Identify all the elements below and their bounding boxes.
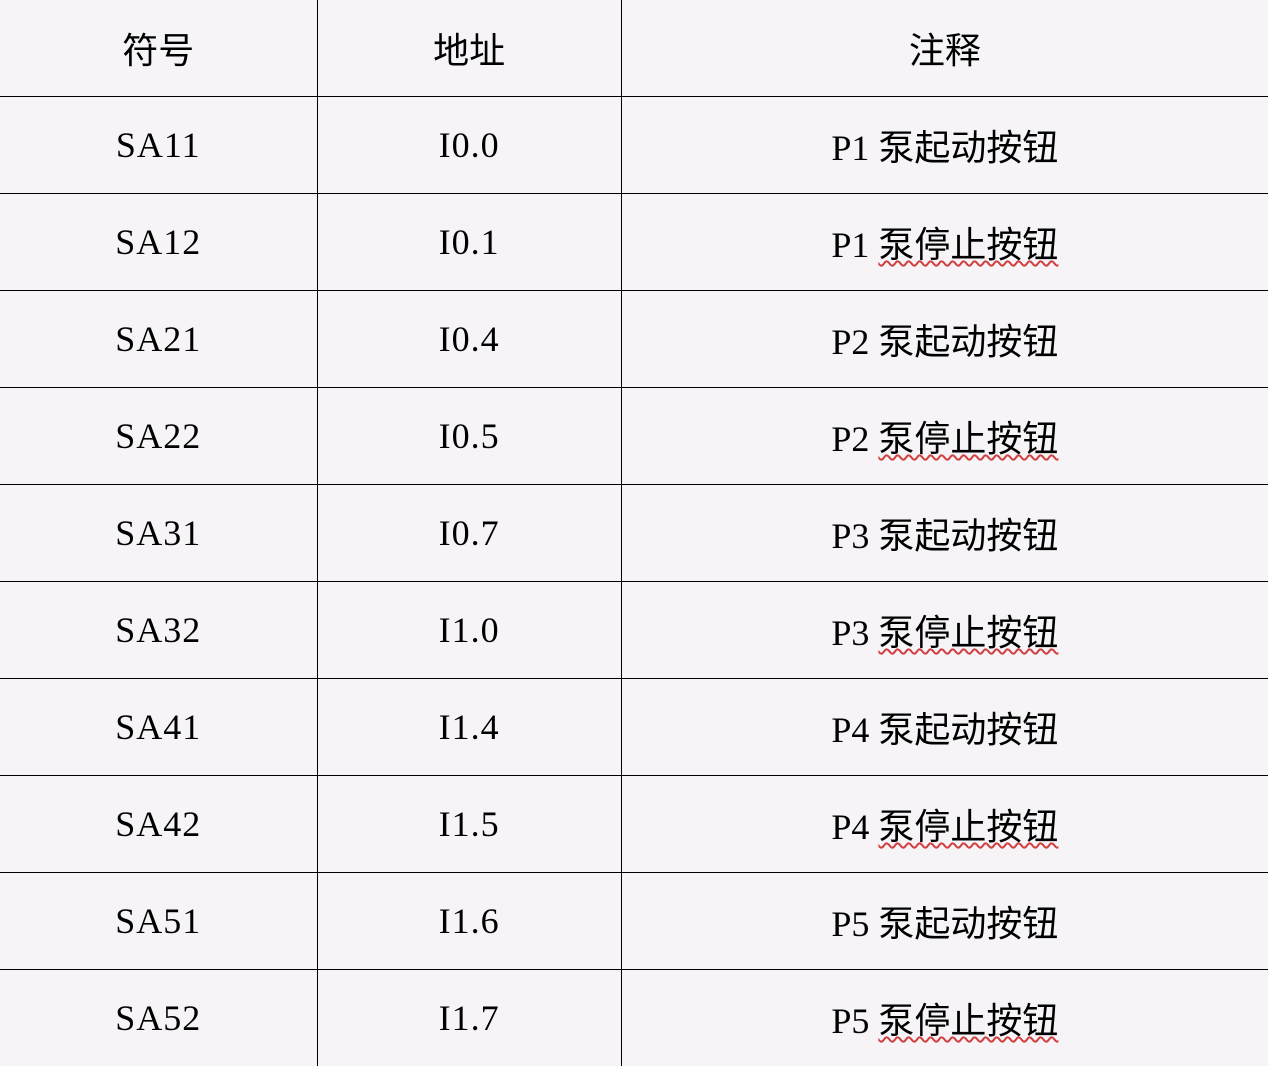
cell-address: I1.6	[317, 873, 621, 970]
cell-comment: P1 泵停止按钮	[621, 194, 1268, 291]
cell-address: I0.1	[317, 194, 621, 291]
cell-symbol: SA41	[0, 679, 317, 776]
cell-comment: P2 泵停止按钮	[621, 388, 1268, 485]
comment-prefix: P3	[831, 613, 878, 653]
table-row: SA51I1.6P5 泵起动按钮	[0, 873, 1268, 970]
cell-comment: P5 泵起动按钮	[621, 873, 1268, 970]
cell-address: I1.4	[317, 679, 621, 776]
cell-symbol: SA31	[0, 485, 317, 582]
comment-prefix: P4	[831, 710, 878, 750]
cell-comment: P4 泵起动按钮	[621, 679, 1268, 776]
table-row: SA31I0.7P3 泵起动按钮	[0, 485, 1268, 582]
cell-symbol: SA11	[0, 97, 317, 194]
cell-symbol: SA51	[0, 873, 317, 970]
cell-symbol: SA42	[0, 776, 317, 873]
cell-comment: P3 泵起动按钮	[621, 485, 1268, 582]
cell-symbol: SA12	[0, 194, 317, 291]
table-row: SA21I0.4P2 泵起动按钮	[0, 291, 1268, 388]
comment-prefix: P5	[831, 904, 878, 944]
comment-prefix: P5	[831, 1001, 878, 1041]
header-symbol: 符号	[0, 0, 317, 97]
cell-address: I0.7	[317, 485, 621, 582]
table-row: SA41I1.4P4 泵起动按钮	[0, 679, 1268, 776]
table-row: SA22I0.5P2 泵停止按钮	[0, 388, 1268, 485]
cell-symbol: SA22	[0, 388, 317, 485]
comment-prefix: P1	[831, 225, 878, 265]
comment-prefix: P2	[831, 322, 878, 362]
cell-symbol: SA52	[0, 970, 317, 1066]
comment-main: 泵停止按钮	[878, 419, 1058, 459]
cell-comment: P2 泵起动按钮	[621, 291, 1268, 388]
io-assignment-table: 符号 地址 注释 SA11I0.0P1 泵起动按钮SA12I0.1P1 泵停止按…	[0, 0, 1268, 1066]
table-body: SA11I0.0P1 泵起动按钮SA12I0.1P1 泵停止按钮SA21I0.4…	[0, 97, 1268, 1066]
comment-prefix: P4	[831, 807, 878, 847]
cell-address: I1.5	[317, 776, 621, 873]
table-row: SA52I1.7P5 泵停止按钮	[0, 970, 1268, 1066]
cell-comment: P4 泵停止按钮	[621, 776, 1268, 873]
cell-symbol: SA21	[0, 291, 317, 388]
cell-symbol: SA32	[0, 582, 317, 679]
comment-prefix: P3	[831, 516, 878, 556]
comment-prefix: P2	[831, 419, 878, 459]
cell-comment: P3 泵停止按钮	[621, 582, 1268, 679]
comment-main: 泵起动按钮	[878, 128, 1058, 168]
table-row: SA11I0.0P1 泵起动按钮	[0, 97, 1268, 194]
cell-address: I0.0	[317, 97, 621, 194]
cell-address: I1.0	[317, 582, 621, 679]
comment-main: 泵起动按钮	[878, 516, 1058, 556]
header-comment: 注释	[621, 0, 1268, 97]
table-header-row: 符号 地址 注释	[0, 0, 1268, 97]
comment-main: 泵起动按钮	[878, 904, 1058, 944]
cell-address: I1.7	[317, 970, 621, 1066]
cell-address: I0.4	[317, 291, 621, 388]
cell-address: I0.5	[317, 388, 621, 485]
comment-main: 泵起动按钮	[878, 710, 1058, 750]
comment-main: 泵停止按钮	[878, 225, 1058, 265]
table-row: SA42I1.5P4 泵停止按钮	[0, 776, 1268, 873]
comment-main: 泵停止按钮	[878, 807, 1058, 847]
comment-prefix: P1	[831, 128, 878, 168]
cell-comment: P5 泵停止按钮	[621, 970, 1268, 1066]
comment-main: 泵起动按钮	[878, 322, 1058, 362]
header-address: 地址	[317, 0, 621, 97]
comment-main: 泵停止按钮	[878, 613, 1058, 653]
cell-comment: P1 泵起动按钮	[621, 97, 1268, 194]
comment-main: 泵停止按钮	[878, 1001, 1058, 1041]
table-row: SA32I1.0P3 泵停止按钮	[0, 582, 1268, 679]
table-row: SA12I0.1P1 泵停止按钮	[0, 194, 1268, 291]
